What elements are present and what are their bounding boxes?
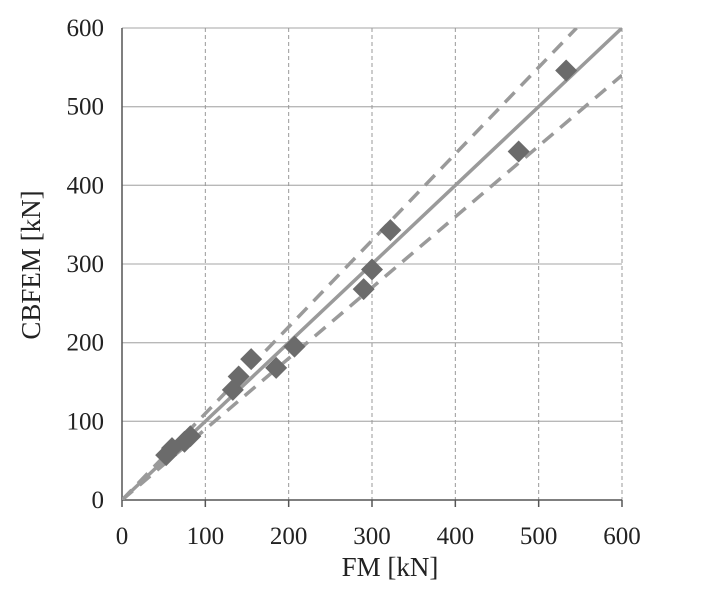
y-axis-title: CBFEM [kN] [16, 190, 46, 339]
tick-labels: 0 100 200 300 400 500 600 0 100 200 300 400 500 600 [67, 15, 641, 550]
data-point [227, 365, 250, 388]
data-points [155, 59, 578, 467]
grid-lines [122, 27, 623, 500]
y-tick-label: 500 [67, 94, 105, 121]
axes [121, 28, 623, 507]
data-point [555, 59, 578, 82]
x-tick-label: 100 [187, 523, 225, 550]
x-tick-label: 300 [353, 523, 391, 550]
data-point [379, 219, 402, 242]
x-tick-label: 0 [116, 523, 129, 550]
x-axis-title: FM [kN] [342, 552, 439, 582]
data-point [507, 140, 530, 163]
data-point [265, 356, 288, 379]
data-point [240, 348, 263, 371]
x-tick-label: 600 [603, 523, 641, 550]
data-point [361, 258, 383, 281]
data-point [179, 425, 202, 448]
y-tick-label: 300 [67, 251, 105, 278]
x-tick-label: 400 [437, 523, 475, 550]
y-tick-label: 100 [67, 408, 105, 435]
y-tick-label: 0 [92, 487, 105, 514]
tolerance-line [122, 28, 578, 500]
y-tick-label: 400 [67, 172, 105, 199]
x-tick-label: 200 [270, 523, 308, 550]
x-tick-label: 500 [520, 523, 558, 550]
y-tick-label: 200 [67, 330, 105, 357]
data-point [283, 335, 306, 358]
data-point [352, 278, 375, 301]
y-tick-label: 600 [67, 15, 105, 42]
